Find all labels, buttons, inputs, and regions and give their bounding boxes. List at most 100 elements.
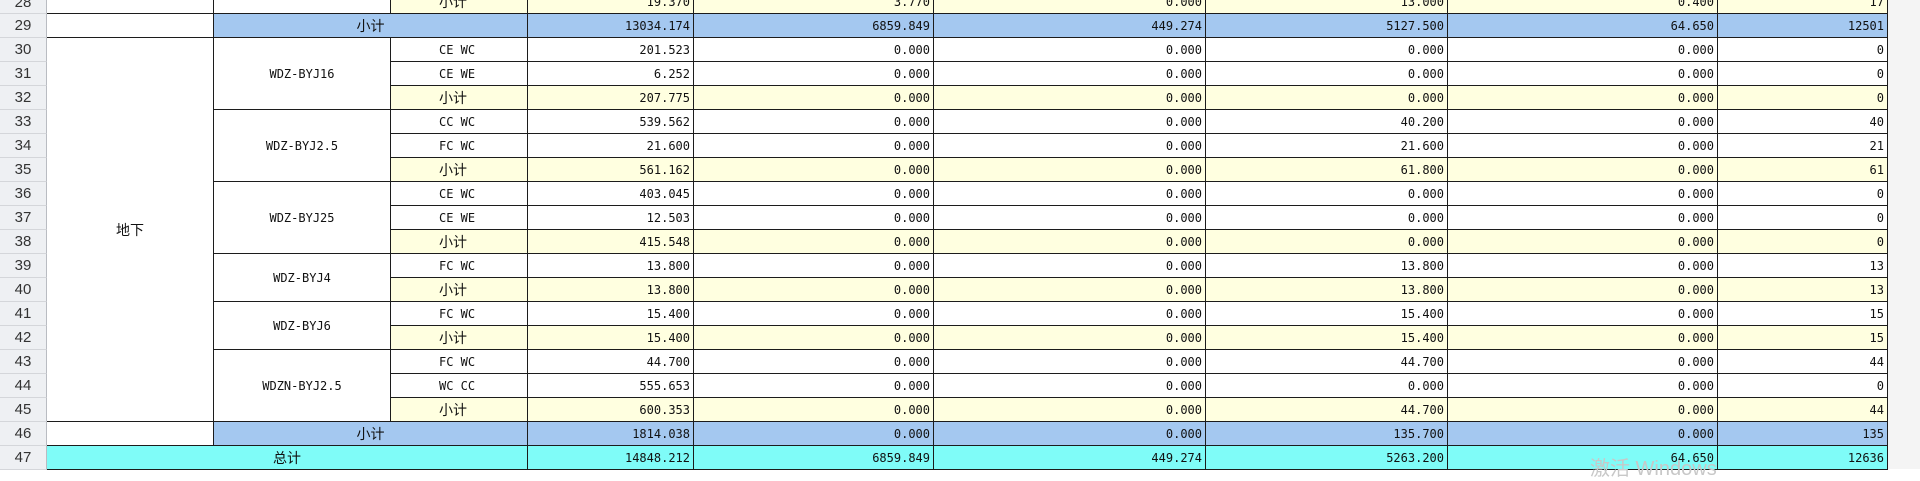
value-cell[interactable]: 0.000	[934, 302, 1206, 326]
total-value-cell[interactable]: 12636	[1718, 446, 1888, 470]
value-cell[interactable]: 44.700	[528, 350, 694, 374]
value-cell[interactable]: 0.000	[1448, 134, 1718, 158]
value-cell[interactable]: 0.000	[694, 302, 934, 326]
value-cell[interactable]: 15.400	[528, 326, 694, 350]
laying-subtotal-cell[interactable]: 小计	[391, 398, 528, 422]
row-header[interactable]: 33	[0, 110, 47, 134]
value-cell[interactable]: 15.400	[528, 302, 694, 326]
row-header[interactable]: 45	[0, 398, 47, 422]
laying-cell[interactable]: CE WE	[391, 206, 528, 230]
value-cell[interactable]: 0	[1718, 374, 1888, 398]
laying-subtotal-cell[interactable]: 小计	[391, 158, 528, 182]
value-cell[interactable]: 6.252	[528, 62, 694, 86]
value-cell[interactable]: 600.353	[528, 398, 694, 422]
value-cell[interactable]: 0.000	[934, 206, 1206, 230]
value-cell[interactable]: 415.548	[528, 230, 694, 254]
laying-cell[interactable]: WC CC	[391, 374, 528, 398]
value-cell[interactable]: 0.000	[934, 398, 1206, 422]
value-cell[interactable]: 0.000	[694, 254, 934, 278]
row-header[interactable]: 39	[0, 254, 47, 278]
value-cell[interactable]: 0	[1718, 38, 1888, 62]
value-cell[interactable]: 0.000	[694, 350, 934, 374]
value-cell[interactable]: 0.000	[694, 230, 934, 254]
subtotal-value-cell[interactable]: 135.700	[1206, 422, 1448, 446]
value-cell[interactable]: 44.700	[1206, 398, 1448, 422]
value-cell[interactable]: 0.000	[1448, 374, 1718, 398]
value-cell[interactable]: 207.775	[528, 86, 694, 110]
row-header[interactable]: 35	[0, 158, 47, 182]
value-cell[interactable]: 0.400	[1448, 0, 1718, 14]
row-header[interactable]: 47	[0, 446, 47, 470]
laying-subtotal-cell[interactable]: 小计	[391, 86, 528, 110]
value-cell[interactable]: 0.000	[1448, 278, 1718, 302]
row-header[interactable]: 28	[0, 0, 47, 14]
value-cell[interactable]: 0.000	[1448, 302, 1718, 326]
value-cell[interactable]: 0.000	[1448, 350, 1718, 374]
value-cell[interactable]: 0.000	[934, 110, 1206, 134]
laying-cell[interactable]: 小计	[391, 0, 528, 14]
subtotal-value-cell[interactable]: 5127.500	[1206, 14, 1448, 38]
row-header[interactable]: 44	[0, 374, 47, 398]
value-cell[interactable]: 61	[1718, 158, 1888, 182]
value-cell[interactable]: 0.000	[1448, 326, 1718, 350]
value-cell[interactable]: 0.000	[934, 0, 1206, 14]
total-label-cell[interactable]: 总计	[47, 446, 528, 470]
value-cell[interactable]: 15	[1718, 302, 1888, 326]
value-cell[interactable]: 403.045	[528, 182, 694, 206]
value-cell[interactable]: 0.000	[1448, 86, 1718, 110]
value-cell[interactable]: 17	[1718, 0, 1888, 14]
value-cell[interactable]: 0.000	[1206, 62, 1448, 86]
row-header[interactable]: 30	[0, 38, 47, 62]
value-cell[interactable]: 13.000	[1206, 0, 1448, 14]
cable-merged-cell[interactable]: WDZ-BYJ16	[214, 38, 391, 110]
value-cell[interactable]: 0.000	[934, 62, 1206, 86]
value-cell[interactable]: 0	[1718, 230, 1888, 254]
value-cell[interactable]: 61.800	[1206, 158, 1448, 182]
value-cell[interactable]: 0	[1718, 86, 1888, 110]
area-cell[interactable]	[47, 14, 214, 38]
value-cell[interactable]: 0.000	[1448, 62, 1718, 86]
area-cell[interactable]	[47, 422, 214, 446]
laying-cell[interactable]: CE WC	[391, 38, 528, 62]
value-cell[interactable]: 12.503	[528, 206, 694, 230]
value-cell[interactable]: 0.000	[934, 182, 1206, 206]
value-cell[interactable]: 15.400	[1206, 326, 1448, 350]
value-cell[interactable]: 539.562	[528, 110, 694, 134]
laying-cell[interactable]: CC WC	[391, 110, 528, 134]
value-cell[interactable]: 0.000	[934, 38, 1206, 62]
row-header[interactable]: 38	[0, 230, 47, 254]
laying-cell[interactable]: FC WC	[391, 302, 528, 326]
subtotal-label-cell[interactable]: 小计	[214, 14, 528, 38]
value-cell[interactable]: 13.800	[528, 254, 694, 278]
value-cell[interactable]: 0.000	[934, 134, 1206, 158]
value-cell[interactable]: 0.000	[934, 278, 1206, 302]
cable-cell[interactable]	[214, 0, 391, 14]
value-cell[interactable]: 0.000	[1448, 206, 1718, 230]
value-cell[interactable]: 0.000	[934, 254, 1206, 278]
subtotal-value-cell[interactable]: 0.000	[934, 422, 1206, 446]
subtotal-value-cell[interactable]: 135	[1718, 422, 1888, 446]
value-cell[interactable]: 0.000	[1448, 398, 1718, 422]
value-cell[interactable]: 13	[1718, 278, 1888, 302]
value-cell[interactable]: 0.000	[1448, 110, 1718, 134]
value-cell[interactable]: 40	[1718, 110, 1888, 134]
value-cell[interactable]: 0.000	[934, 350, 1206, 374]
value-cell[interactable]: 44	[1718, 350, 1888, 374]
value-cell[interactable]: 0.000	[694, 38, 934, 62]
value-cell[interactable]: 0.000	[934, 230, 1206, 254]
value-cell[interactable]: 0.000	[934, 326, 1206, 350]
subtotal-value-cell[interactable]: 6859.849	[694, 14, 934, 38]
subtotal-value-cell[interactable]: 1814.038	[528, 422, 694, 446]
row-header[interactable]: 37	[0, 206, 47, 230]
value-cell[interactable]: 0.000	[694, 398, 934, 422]
laying-cell[interactable]: FC WC	[391, 134, 528, 158]
value-cell[interactable]: 555.653	[528, 374, 694, 398]
value-cell[interactable]: 15.400	[1206, 302, 1448, 326]
value-cell[interactable]: 0.000	[694, 278, 934, 302]
subtotal-value-cell[interactable]: 13034.174	[528, 14, 694, 38]
value-cell[interactable]: 0.000	[1448, 230, 1718, 254]
subtotal-value-cell[interactable]: 12501	[1718, 14, 1888, 38]
value-cell[interactable]: 0	[1718, 62, 1888, 86]
value-cell[interactable]: 0.000	[1206, 86, 1448, 110]
value-cell[interactable]: 0.000	[694, 206, 934, 230]
